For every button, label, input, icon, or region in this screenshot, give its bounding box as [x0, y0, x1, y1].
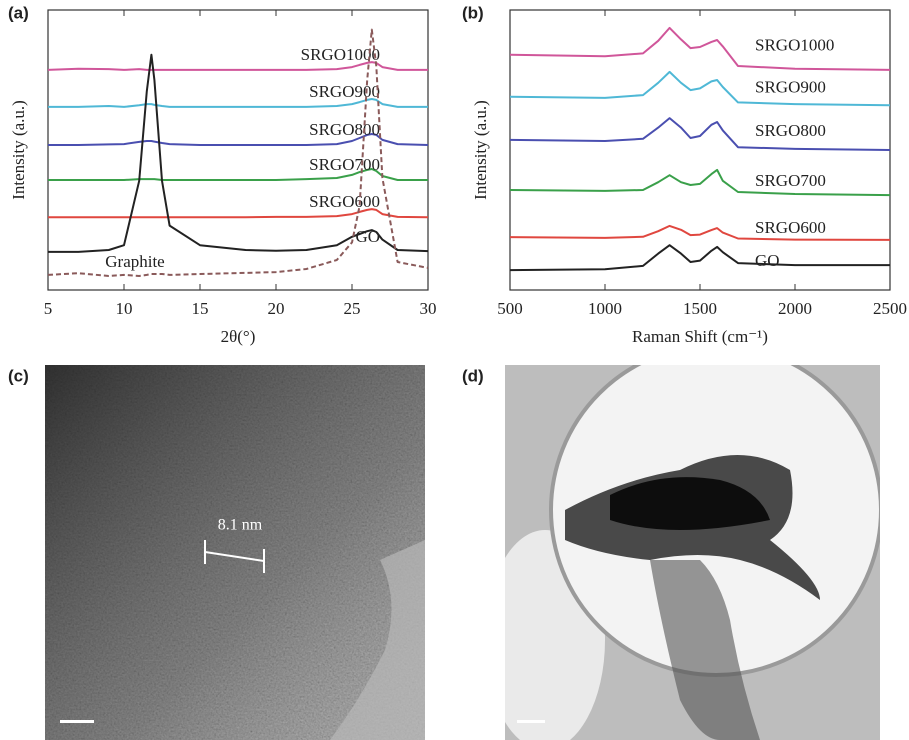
series-label: SRGO700	[309, 155, 380, 174]
series-line	[47, 28, 429, 277]
size-annotation: 8.1 nm	[218, 517, 263, 534]
series-label: SRGO600	[309, 192, 380, 211]
series-label: SRGO1000	[755, 36, 834, 55]
series-line	[48, 133, 429, 146]
series-label: GO	[755, 251, 780, 270]
series-line	[48, 53, 429, 253]
series-line	[509, 26, 891, 71]
series-label: SRGO800	[755, 121, 826, 140]
tem-image-d	[505, 365, 880, 740]
x-tick-label: 500	[497, 299, 523, 318]
series-label: SRGO800	[309, 120, 380, 139]
series-line	[509, 168, 891, 197]
tem-image-c	[45, 365, 425, 740]
x-axis-title: 2θ(°)	[221, 327, 256, 346]
plot-frame	[47, 9, 429, 291]
series-label: SRGO900	[309, 82, 380, 101]
x-tick-label: 1000	[588, 299, 622, 318]
series-label: SRGO1000	[301, 45, 380, 64]
x-tick-label: 5	[44, 299, 53, 318]
series-label: SRGO600	[755, 218, 826, 237]
panel-label: (d)	[462, 366, 484, 385]
x-axis-title: Raman Shift (cm⁻¹)	[632, 327, 768, 346]
x-tick-label: 10	[116, 299, 133, 318]
series-line	[509, 117, 891, 151]
series-label: SRGO900	[755, 78, 826, 97]
series-line	[47, 61, 428, 71]
x-tick-label: 2000	[778, 299, 812, 318]
x-tick-label: 15	[192, 299, 209, 318]
x-tick-label: 2500	[873, 299, 907, 318]
x-tick-label: 1500	[683, 299, 717, 318]
series-line	[509, 244, 890, 272]
x-tick-label: 30	[420, 299, 437, 318]
series-line	[509, 224, 891, 241]
panel-label: (b)	[462, 3, 484, 22]
panel-label: (c)	[8, 366, 29, 385]
x-tick-label: 25	[344, 299, 361, 318]
series-line	[48, 98, 428, 108]
panel-label: (a)	[8, 3, 29, 22]
series-line	[509, 70, 891, 107]
y-axis-title: Intensity (a.u.)	[471, 100, 490, 200]
series-label: Graphite	[105, 252, 164, 271]
y-axis-title: Intensity (a.u.)	[9, 100, 28, 200]
series-label: GO	[355, 227, 380, 246]
series-label: SRGO700	[755, 171, 826, 190]
series-line	[48, 208, 429, 219]
x-tick-label: 20	[268, 299, 285, 318]
series-line	[48, 168, 428, 181]
